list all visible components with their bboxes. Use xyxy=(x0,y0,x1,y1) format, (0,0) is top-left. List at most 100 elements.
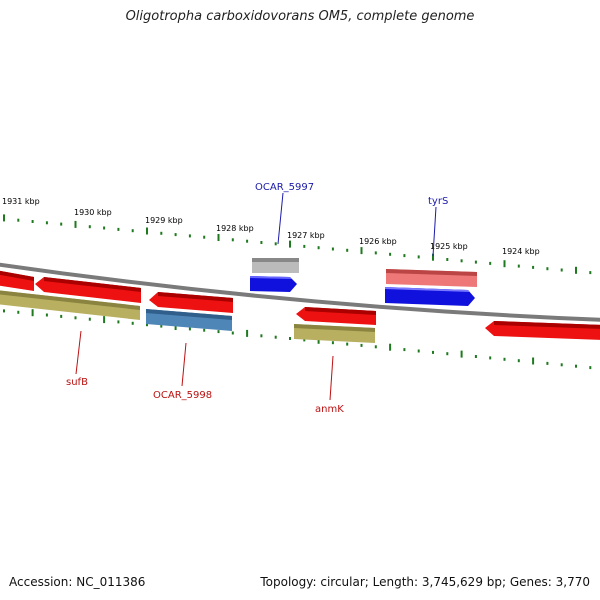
gene-ocar5998-upper[interactable] xyxy=(149,292,233,313)
axis-label-1925: 1925 kbp xyxy=(430,242,468,251)
gene-left-edge[interactable] xyxy=(0,270,34,291)
minor-tick xyxy=(88,317,91,321)
minor-tick xyxy=(489,356,492,360)
axis-label-1929: 1929 kbp xyxy=(145,216,183,225)
minor-tick xyxy=(289,337,291,340)
genome-summary: Topology: circular; Length: 3,745,629 bp… xyxy=(260,575,590,589)
major-tick xyxy=(146,227,148,235)
minor-tick xyxy=(546,361,549,365)
minor-tick xyxy=(575,364,577,368)
minor-tick xyxy=(31,220,34,223)
major-tick xyxy=(31,309,34,317)
minor-tick xyxy=(517,359,520,363)
label-ocar5998[interactable]: OCAR_5998 xyxy=(153,390,212,401)
leader-ocar5997 xyxy=(277,192,284,245)
minor-tick xyxy=(346,248,349,252)
gene-ocar5998[interactable] xyxy=(146,309,232,331)
minor-tick xyxy=(203,235,206,239)
gene-sufb[interactable] xyxy=(0,290,140,320)
gene-anmk-upper[interactable] xyxy=(296,307,376,325)
minor-tick xyxy=(17,310,20,314)
minor-tick xyxy=(417,255,420,259)
minor-tick xyxy=(260,241,263,244)
minor-tick xyxy=(45,221,48,225)
minor-tick xyxy=(274,335,277,339)
minor-tick xyxy=(589,366,592,370)
minor-tick xyxy=(589,271,592,275)
axis-label-1924: 1924 kbp xyxy=(502,247,540,256)
minor-tick xyxy=(60,314,63,318)
label-ocar5997[interactable]: OCAR_5997 xyxy=(255,182,314,193)
label-tyrs[interactable]: tyrS xyxy=(428,196,448,207)
minor-tick xyxy=(303,338,306,342)
axis-label-1931: 1931 kbp xyxy=(2,197,40,206)
minor-tick xyxy=(403,348,406,352)
leader-sufb xyxy=(75,330,82,375)
minor-tick xyxy=(532,265,535,269)
minor-tick xyxy=(331,341,334,345)
minor-tick xyxy=(517,264,520,268)
minor-tick xyxy=(231,331,234,335)
major-tick xyxy=(103,316,106,324)
accession-label: Accession: NC_011386 xyxy=(9,575,146,589)
major-tick xyxy=(3,214,5,222)
leader-tyrs xyxy=(432,206,437,257)
major-tick xyxy=(503,260,506,268)
minor-tick xyxy=(331,247,334,251)
minor-tick xyxy=(374,251,377,255)
minor-tick xyxy=(560,268,563,272)
axis-label-1928: 1928 kbp xyxy=(216,224,254,233)
major-tick xyxy=(532,357,535,365)
minor-tick xyxy=(489,261,492,265)
minor-tick xyxy=(403,254,406,258)
minor-tick xyxy=(417,349,420,353)
minor-tick xyxy=(60,222,63,226)
label-sufb[interactable]: sufB xyxy=(66,377,88,388)
minor-tick xyxy=(303,244,306,248)
minor-tick xyxy=(188,327,191,331)
minor-tick xyxy=(474,260,477,264)
leader-anmk xyxy=(329,355,334,401)
minor-tick xyxy=(460,259,463,263)
gene-tyrs-light[interactable] xyxy=(386,269,477,287)
major-tick xyxy=(575,266,577,274)
gene-ocar5997-lower[interactable] xyxy=(250,276,297,292)
gene-sufb-upper[interactable] xyxy=(35,277,141,303)
minor-tick xyxy=(360,343,363,347)
minor-tick xyxy=(117,227,120,231)
minor-tick xyxy=(446,352,449,356)
minor-tick xyxy=(174,233,177,237)
minor-tick xyxy=(231,238,234,242)
axis-label-1930: 1930 kbp xyxy=(74,208,112,217)
minor-tick xyxy=(503,357,506,361)
axis-label-1927: 1927 kbp xyxy=(287,231,325,240)
minor-tick xyxy=(217,330,220,334)
gene-tyrs[interactable] xyxy=(385,287,475,306)
gene-right-edge[interactable] xyxy=(485,321,600,340)
minor-tick xyxy=(117,320,120,324)
minor-tick xyxy=(131,321,134,325)
genome-title: Oligotropha carboxidovorans OM5, complet… xyxy=(125,9,475,24)
minor-tick xyxy=(103,226,106,230)
major-tick xyxy=(289,240,291,248)
gene-anmk[interactable] xyxy=(294,324,375,343)
minor-tick xyxy=(432,350,434,354)
minor-tick xyxy=(546,267,549,271)
minor-tick xyxy=(560,363,563,367)
lower-tick-track xyxy=(3,309,592,370)
major-tick xyxy=(389,343,392,351)
minor-tick xyxy=(160,231,163,235)
label-anmk[interactable]: anmK xyxy=(315,404,344,415)
minor-tick xyxy=(88,225,91,229)
minor-tick xyxy=(260,334,263,338)
chromosome-backbone xyxy=(0,262,600,322)
minor-tick xyxy=(203,328,206,332)
minor-tick xyxy=(146,323,148,327)
minor-tick xyxy=(74,316,77,320)
minor-tick xyxy=(160,324,163,328)
axis-label-1926: 1926 kbp xyxy=(359,237,397,246)
minor-tick xyxy=(3,309,5,313)
gene-ocar5997-upper[interactable] xyxy=(252,258,299,273)
minor-tick xyxy=(374,345,377,349)
